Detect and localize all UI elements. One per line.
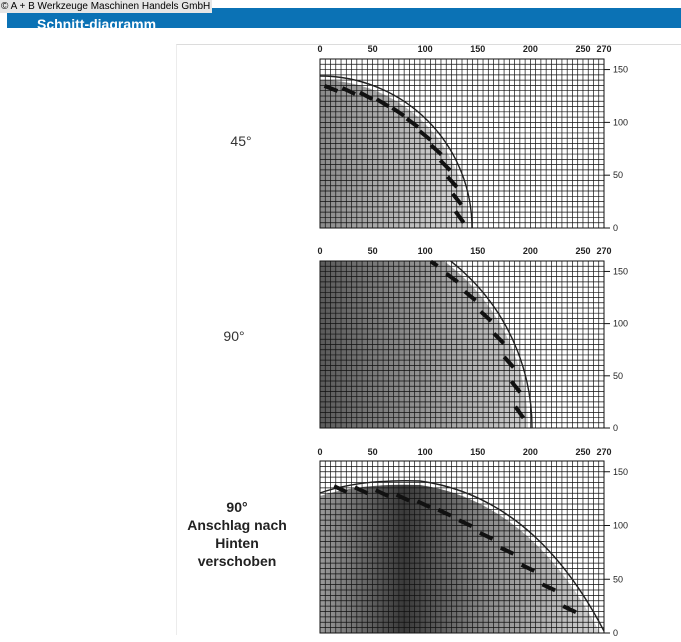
- saw-tooth-mark: [437, 507, 452, 518]
- grid-frame: [319, 460, 605, 634]
- saw-tooth-mark: [341, 86, 356, 96]
- saw-tooth-mark: [541, 582, 556, 593]
- blade-arc: [320, 480, 604, 633]
- saw-tooth-mark: [418, 129, 432, 142]
- y-tick-label: 100: [613, 521, 628, 531]
- y-tick-label: 100: [613, 319, 628, 329]
- blade-arc: [449, 261, 533, 428]
- y-tick-label: 150: [613, 266, 628, 276]
- saw-tooth-mark: [453, 210, 466, 224]
- saw-tooth-mark: [378, 234, 393, 245]
- x-tick-label: 100: [418, 447, 433, 457]
- x-tick-label: 250: [575, 44, 590, 54]
- saw-tooth-mark: [499, 546, 515, 556]
- saw-tooth-mark: [451, 192, 463, 206]
- saw-tooth-mark: [446, 175, 459, 189]
- page-title: Schnitt-diagramm: [37, 16, 157, 32]
- saw-tooth-mark: [354, 228, 368, 237]
- y-tick-label: 0: [613, 423, 618, 433]
- saw-tooth-mark: [391, 106, 406, 118]
- saw-tooth-mark: [445, 272, 459, 284]
- x-tick-label: 50: [368, 447, 378, 457]
- saw-tooth-mark: [429, 143, 443, 157]
- header-bar: Schnitt-diagramm: [7, 8, 681, 32]
- y-tick-label: 0: [613, 628, 618, 638]
- saw-tooth-mark: [354, 485, 369, 496]
- copyright-notice: © A + B Werkzeuge Maschinen Handels GmbH: [0, 0, 213, 13]
- saw-tooth-mark: [405, 117, 420, 129]
- grid-frame: [319, 260, 605, 429]
- angle-label-90: 90°: [189, 328, 279, 344]
- saw-tooth-mark: [323, 83, 339, 93]
- angle-label-line: verschoben: [197, 553, 277, 569]
- saw-tooth-mark: [374, 488, 390, 498]
- saw-tooth-mark: [513, 405, 526, 420]
- saw-tooth-mark: [416, 499, 431, 510]
- saw-tooth-mark: [395, 493, 411, 503]
- y-tick-label: 100: [613, 117, 628, 127]
- y-tick-label: 0: [613, 223, 618, 233]
- saw-tooth-mark: [463, 289, 477, 302]
- y-tick-label: 50: [613, 371, 623, 381]
- x-tick-label: 270: [596, 246, 611, 256]
- content-frame: [176, 44, 681, 635]
- x-tick-label: 200: [523, 246, 538, 256]
- x-tick-label: 0: [317, 44, 322, 54]
- x-tick-label: 150: [470, 246, 485, 256]
- saw-tooth-mark: [520, 563, 536, 573]
- cutting-area: [320, 484, 600, 633]
- angle-label-line: Anschlag nach: [187, 517, 287, 533]
- saw-tooth-mark: [492, 332, 506, 345]
- saw-tooth-mark: [502, 355, 515, 369]
- y-tick-label: 50: [613, 170, 623, 180]
- cutting-diagram-1: 0 50 100 150 200 250 270 150 100 50 0: [317, 44, 628, 233]
- saw-tooth-mark: [509, 380, 522, 394]
- grid-frame: [319, 58, 605, 229]
- saw-tooth-mark: [562, 604, 577, 614]
- x-tick-label: 0: [317, 246, 322, 256]
- blade-arc: [320, 75, 473, 228]
- saw-tooth-mark: [402, 243, 417, 255]
- saw-tooth-mark: [458, 518, 473, 529]
- y-tick-label: 150: [613, 467, 628, 477]
- x-tick-label: 200: [523, 44, 538, 54]
- x-tick-label: 270: [596, 44, 611, 54]
- angle-label-line: Hinten: [215, 535, 259, 551]
- saw-tooth-mark: [358, 90, 374, 101]
- x-tick-label: 200: [523, 447, 538, 457]
- x-tick-label: 150: [470, 44, 485, 54]
- saw-tooth-mark: [333, 484, 348, 494]
- x-tick-label: 100: [418, 246, 433, 256]
- saw-tooth-mark: [438, 158, 452, 172]
- angle-label-line: 45°: [230, 133, 252, 149]
- saw-tooth-mark: [479, 531, 494, 541]
- x-tick-label: 50: [368, 44, 378, 54]
- x-tick-label: 100: [418, 44, 433, 54]
- angle-label-90-shifted: 90° Anschlag nach Hinten verschoben: [170, 498, 304, 570]
- y-tick-label: 50: [613, 574, 623, 584]
- angle-label-45: 45°: [196, 133, 286, 149]
- saw-tooth-mark: [479, 310, 493, 323]
- x-tick-label: 270: [596, 447, 611, 457]
- x-tick-label: 50: [368, 246, 378, 256]
- x-tick-label: 250: [575, 447, 590, 457]
- angle-label-line: 90°: [223, 328, 245, 344]
- x-tick-label: 250: [575, 246, 590, 256]
- angle-label-line: 90°: [226, 499, 248, 515]
- y-tick-label: 150: [613, 65, 628, 75]
- saw-tooth-mark: [375, 97, 390, 109]
- x-tick-label: 150: [470, 447, 485, 457]
- x-tick-label: 0: [317, 447, 322, 457]
